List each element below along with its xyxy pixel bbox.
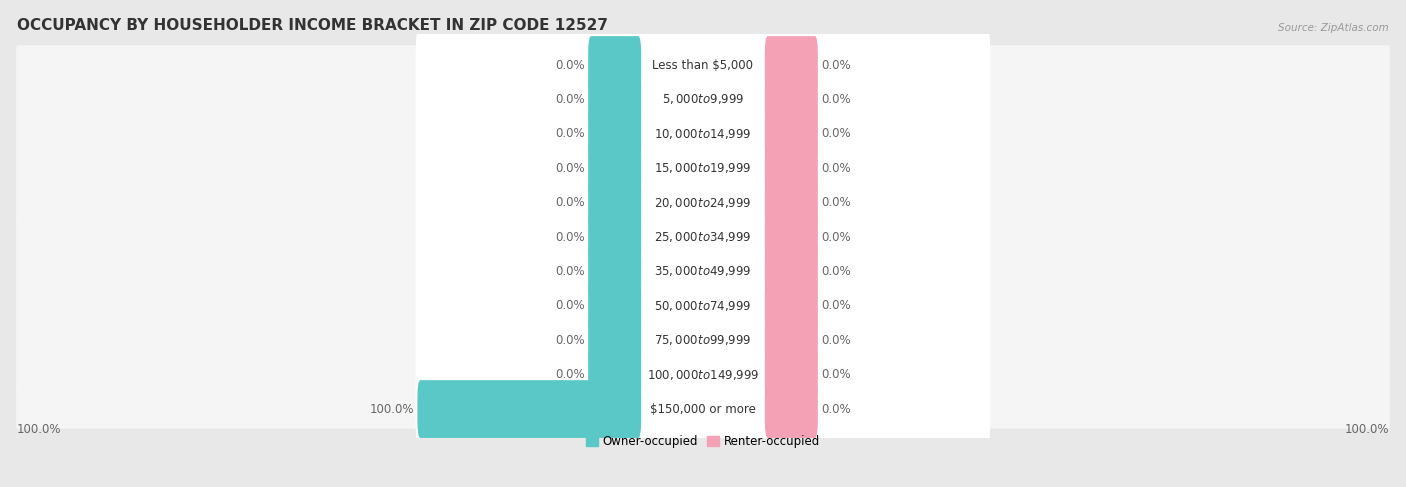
FancyBboxPatch shape xyxy=(15,183,1391,222)
Text: $35,000 to $49,999: $35,000 to $49,999 xyxy=(654,264,752,279)
Text: 0.0%: 0.0% xyxy=(821,196,851,209)
FancyBboxPatch shape xyxy=(15,149,1391,188)
Text: $20,000 to $24,999: $20,000 to $24,999 xyxy=(654,196,752,210)
Text: 0.0%: 0.0% xyxy=(821,300,851,312)
FancyBboxPatch shape xyxy=(416,232,990,311)
Text: 0.0%: 0.0% xyxy=(555,128,585,140)
FancyBboxPatch shape xyxy=(416,301,990,379)
Text: 0.0%: 0.0% xyxy=(555,196,585,209)
FancyBboxPatch shape xyxy=(588,174,641,231)
Text: 0.0%: 0.0% xyxy=(821,93,851,106)
FancyBboxPatch shape xyxy=(418,380,641,438)
Text: OCCUPANCY BY HOUSEHOLDER INCOME BRACKET IN ZIP CODE 12527: OCCUPANCY BY HOUSEHOLDER INCOME BRACKET … xyxy=(17,19,607,34)
Text: 0.0%: 0.0% xyxy=(555,58,585,72)
Text: $100,000 to $149,999: $100,000 to $149,999 xyxy=(647,368,759,382)
Text: 0.0%: 0.0% xyxy=(821,334,851,347)
FancyBboxPatch shape xyxy=(588,208,641,266)
FancyBboxPatch shape xyxy=(416,129,990,207)
FancyBboxPatch shape xyxy=(15,80,1391,119)
Text: $10,000 to $14,999: $10,000 to $14,999 xyxy=(654,127,752,141)
Text: $50,000 to $74,999: $50,000 to $74,999 xyxy=(654,299,752,313)
FancyBboxPatch shape xyxy=(15,114,1391,153)
FancyBboxPatch shape xyxy=(765,243,818,300)
Text: 0.0%: 0.0% xyxy=(821,58,851,72)
Text: $150,000 or more: $150,000 or more xyxy=(650,403,756,415)
FancyBboxPatch shape xyxy=(15,45,1391,85)
Text: 0.0%: 0.0% xyxy=(821,162,851,175)
FancyBboxPatch shape xyxy=(15,218,1391,257)
Text: 0.0%: 0.0% xyxy=(555,265,585,278)
Text: 100.0%: 100.0% xyxy=(17,423,62,436)
FancyBboxPatch shape xyxy=(416,94,990,173)
FancyBboxPatch shape xyxy=(765,105,818,163)
Text: $5,000 to $9,999: $5,000 to $9,999 xyxy=(662,93,744,107)
FancyBboxPatch shape xyxy=(416,336,990,414)
Text: $15,000 to $19,999: $15,000 to $19,999 xyxy=(654,161,752,175)
Text: 0.0%: 0.0% xyxy=(555,93,585,106)
FancyBboxPatch shape xyxy=(588,36,641,94)
FancyBboxPatch shape xyxy=(765,311,818,369)
FancyBboxPatch shape xyxy=(588,346,641,404)
Legend: Owner-occupied, Renter-occupied: Owner-occupied, Renter-occupied xyxy=(581,430,825,452)
FancyBboxPatch shape xyxy=(765,277,818,335)
FancyBboxPatch shape xyxy=(416,26,990,104)
Text: 0.0%: 0.0% xyxy=(555,334,585,347)
FancyBboxPatch shape xyxy=(765,380,818,438)
Text: 0.0%: 0.0% xyxy=(555,368,585,381)
FancyBboxPatch shape xyxy=(588,139,641,197)
FancyBboxPatch shape xyxy=(15,390,1391,429)
Text: 0.0%: 0.0% xyxy=(821,128,851,140)
FancyBboxPatch shape xyxy=(15,252,1391,291)
Text: 0.0%: 0.0% xyxy=(821,403,851,415)
FancyBboxPatch shape xyxy=(588,105,641,163)
Text: 0.0%: 0.0% xyxy=(555,230,585,244)
FancyBboxPatch shape xyxy=(765,174,818,231)
Text: 0.0%: 0.0% xyxy=(555,162,585,175)
FancyBboxPatch shape xyxy=(765,36,818,94)
FancyBboxPatch shape xyxy=(765,208,818,266)
FancyBboxPatch shape xyxy=(15,355,1391,394)
Text: Source: ZipAtlas.com: Source: ZipAtlas.com xyxy=(1278,23,1389,34)
FancyBboxPatch shape xyxy=(15,286,1391,325)
Text: $25,000 to $34,999: $25,000 to $34,999 xyxy=(654,230,752,244)
Text: 0.0%: 0.0% xyxy=(821,368,851,381)
FancyBboxPatch shape xyxy=(416,370,990,448)
FancyBboxPatch shape xyxy=(416,164,990,242)
Text: 100.0%: 100.0% xyxy=(1344,423,1389,436)
FancyBboxPatch shape xyxy=(588,311,641,369)
FancyBboxPatch shape xyxy=(765,346,818,404)
FancyBboxPatch shape xyxy=(765,71,818,129)
FancyBboxPatch shape xyxy=(765,139,818,197)
Text: $75,000 to $99,999: $75,000 to $99,999 xyxy=(654,333,752,347)
Text: Less than $5,000: Less than $5,000 xyxy=(652,58,754,72)
FancyBboxPatch shape xyxy=(416,198,990,276)
FancyBboxPatch shape xyxy=(416,60,990,139)
Text: 0.0%: 0.0% xyxy=(555,300,585,312)
Text: 0.0%: 0.0% xyxy=(821,230,851,244)
FancyBboxPatch shape xyxy=(588,277,641,335)
FancyBboxPatch shape xyxy=(588,243,641,300)
Text: 100.0%: 100.0% xyxy=(370,403,415,415)
FancyBboxPatch shape xyxy=(15,320,1391,360)
Text: 0.0%: 0.0% xyxy=(821,265,851,278)
FancyBboxPatch shape xyxy=(588,71,641,129)
FancyBboxPatch shape xyxy=(416,267,990,345)
